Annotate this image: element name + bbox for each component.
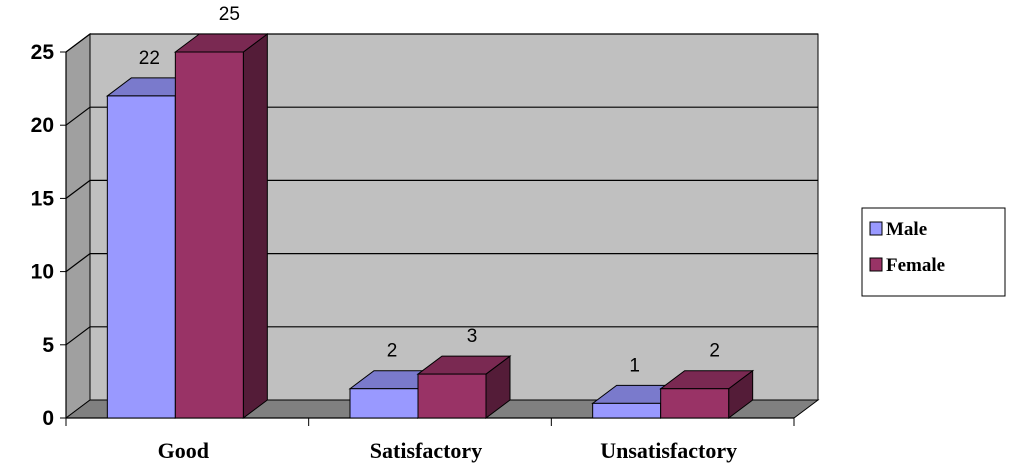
data-label: 2 (387, 341, 398, 362)
y-tick-label: 5 (42, 334, 54, 357)
y-tick-label: 15 (31, 187, 55, 210)
bar-front (106, 95, 176, 419)
bars (105, 33, 755, 419)
bar-female (416, 355, 512, 419)
legend-swatch-female (869, 257, 883, 272)
category-label: Unsatisfactory (600, 438, 737, 463)
gridline (65, 326, 818, 346)
y-tick-label: 25 (31, 41, 55, 64)
bar-female (659, 369, 755, 419)
gridline (65, 106, 818, 126)
category-label: Good (158, 438, 209, 463)
bar-female (173, 33, 269, 419)
legend-box (861, 207, 1006, 297)
legend-label-male: Male (886, 219, 927, 240)
legend-label-female: Female (886, 255, 945, 276)
gridlines (65, 33, 818, 346)
gridline (65, 253, 818, 273)
bar-front (660, 388, 730, 419)
data-label: 1 (629, 355, 640, 376)
bar-side (242, 33, 268, 419)
data-labels: 22 25 2 3 1 2 (139, 4, 720, 376)
bar-front (417, 373, 487, 419)
gridline (65, 33, 818, 53)
data-label: 22 (139, 48, 160, 69)
y-tick-label: 10 (31, 261, 54, 284)
bar-front (349, 388, 419, 419)
side-wall (65, 33, 91, 419)
legend-swatch-male (869, 221, 883, 236)
gridline (65, 179, 818, 199)
bar-front (592, 402, 662, 419)
data-label: 25 (219, 4, 240, 25)
legend: Male Female (861, 207, 1006, 297)
data-label: 2 (709, 341, 720, 362)
bar-front (174, 51, 244, 419)
category-label: Satisfactory (370, 438, 482, 463)
category-labels: Good Satisfactory Unsatisfactory (158, 438, 737, 463)
y-tick-label: 20 (31, 114, 54, 137)
data-label: 3 (467, 326, 478, 347)
y-tick-label: 0 (42, 407, 54, 430)
